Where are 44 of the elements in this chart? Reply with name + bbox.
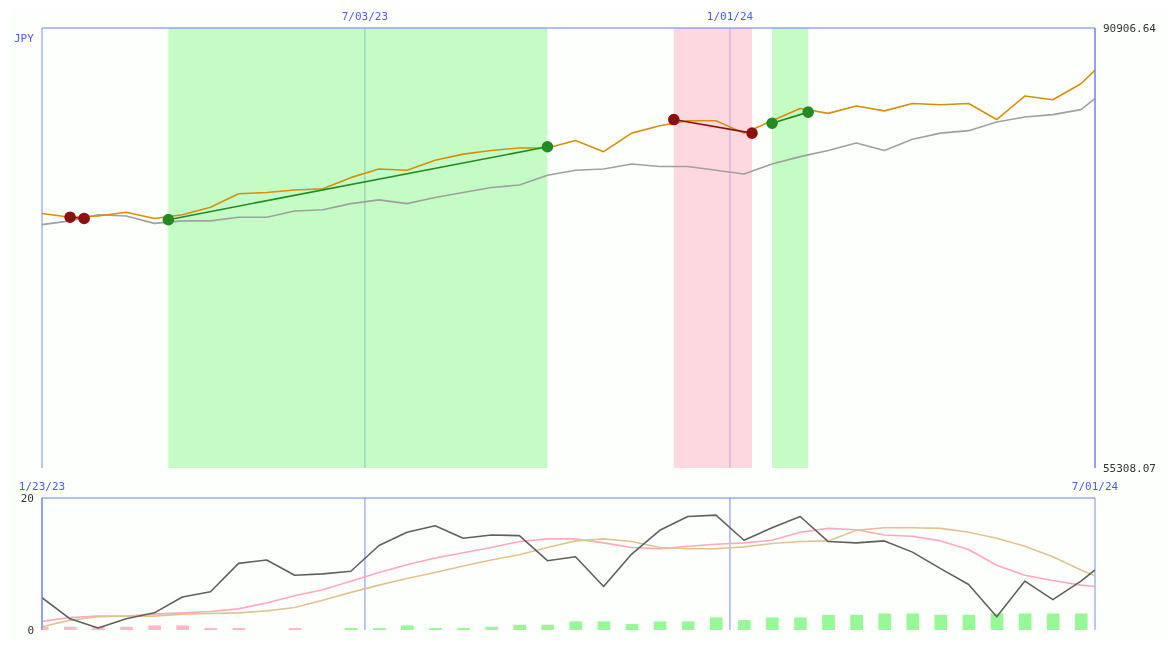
bar: [653, 621, 667, 630]
x-tick-label: 1/23/23: [18, 480, 66, 493]
bar: [906, 613, 920, 630]
point: [78, 212, 90, 225]
bar: [878, 613, 892, 630]
bar: [850, 614, 863, 630]
bar: [822, 614, 835, 630]
y-tick-label: 90906.64: [1103, 21, 1157, 35]
bar: [1074, 613, 1088, 630]
bar: [176, 625, 190, 630]
bar: [962, 614, 976, 630]
point: [766, 117, 778, 130]
bar: [709, 617, 723, 630]
bar: [541, 624, 555, 630]
bar: [569, 621, 583, 630]
bar: [766, 617, 779, 630]
point: [802, 106, 814, 118]
point: [162, 213, 175, 226]
bar: [513, 624, 526, 630]
text: JPY: [14, 32, 34, 45]
point: [668, 113, 680, 126]
point: [64, 211, 76, 223]
bar: [681, 621, 695, 630]
point: [746, 127, 758, 139]
bar: [120, 626, 133, 630]
line-series: [42, 97, 1095, 226]
bar: [148, 625, 161, 630]
bar: [737, 620, 751, 630]
y-tick-label: 0: [27, 623, 34, 637]
bar: [934, 614, 948, 630]
bar: [1046, 613, 1060, 630]
x-tick-label: 1/01/24: [706, 10, 754, 23]
bar: [625, 624, 639, 630]
bar: [64, 626, 77, 630]
bar: [597, 621, 611, 630]
bar: [794, 617, 807, 630]
x-tick-label: 7/03/23: [341, 10, 389, 23]
y-tick-label: 20: [20, 491, 34, 505]
y-tick-label: 55308.07: [1103, 461, 1156, 475]
bar: [485, 626, 498, 630]
point: [541, 140, 554, 153]
x-tick-label: 7/01/24: [1071, 480, 1119, 493]
bar: [1018, 613, 1032, 630]
bar: [401, 625, 414, 630]
